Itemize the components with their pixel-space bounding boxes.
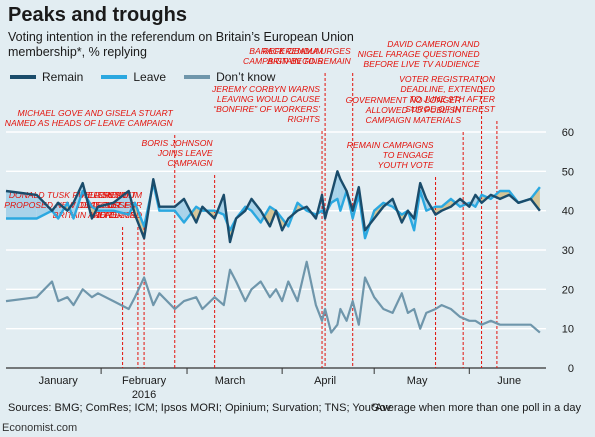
legend-label-dont-know: Don’t know <box>216 70 276 84</box>
brand-label: Economist.com <box>2 422 78 434</box>
annotation-text-6-0: REFERENDUM <box>262 46 323 56</box>
x-tick-label-february: February <box>122 375 167 387</box>
y-tick-label-0: 0 <box>568 363 574 375</box>
series-line-remain <box>5 170 541 244</box>
legend-item-leave: Leave <box>101 70 166 84</box>
annotation-text-8-1: TO ENGAGE <box>383 150 434 160</box>
series-line-dont-know <box>5 260 541 334</box>
annotation-text-4-2: CAMPAIGN <box>167 158 213 168</box>
gap-fill <box>174 198 184 223</box>
annotation-text-0-0: DONALD TUSK PUBLISHES <box>9 190 121 200</box>
annotation-text-9-2: CAMPAIGN MATERIALS <box>365 115 461 125</box>
x-axis-year-label: 2016 <box>132 389 156 401</box>
annotation-text-5-2: “BONFIRE” OF WORKERS’ <box>213 104 321 114</box>
annotation-text-11-3: SURGE OF INTEREST <box>405 104 495 114</box>
annotation-text-8-2: YOUTH VOTE <box>378 160 434 170</box>
annotation-text-9-0: GOVERNMENT NO LONGER <box>346 95 462 105</box>
annotation-text-0-2: BRITAIN AND EU <box>53 210 122 220</box>
series-line-leave <box>6 181 541 240</box>
annotation-text-9-1: ALLOWED TO PUBLISH <box>365 105 462 115</box>
annotation-text-10-1: NIGEL FARAGE QUESTIONED <box>358 49 480 59</box>
x-tick-label-march: March <box>215 375 246 387</box>
annotation-text-5-3: RIGHTS <box>288 114 321 124</box>
gap-fill <box>251 198 261 223</box>
y-tick-label-20: 20 <box>562 284 574 296</box>
annotation-text-7-1: BRITAIN TO REMAIN <box>267 56 351 66</box>
annotation-text-10-2: BEFORE LIVE TV AUDIENCE <box>363 59 479 69</box>
annotation-text-10-0: DAVID CAMERON AND <box>387 39 479 49</box>
annotation-text-7-0: BARACK OBAMA URGES <box>249 46 351 56</box>
gap-fill <box>6 191 37 219</box>
annotation-text-2-0: MICHAEL GOVE AND GISELA STUART <box>18 108 174 118</box>
annotation-text-4-0: BORIS JOHNSON <box>141 138 213 148</box>
y-tick-label-30: 30 <box>562 245 574 257</box>
legend-swatch-dont-know <box>184 75 211 79</box>
annotation-text-5-0: JEREMY CORBYN WARNS <box>211 84 320 94</box>
x-tick-label-may: May <box>407 375 428 387</box>
annotation-text-5-1: LEAVING WOULD CAUSE <box>217 94 320 104</box>
annotation-text-6-1: CAMPAIGN BEGINS <box>243 56 323 66</box>
chart-subtitle: Voting intention in the referendum on Br… <box>8 30 354 59</box>
y-tick-label-10: 10 <box>562 324 574 336</box>
annotation-text-11-1: DEADLINE, EXTENDED <box>400 84 495 94</box>
sources-note: Sources: BMG; ComRes; ICM; Ipsos MORI; O… <box>8 402 392 414</box>
annotation-text-4-1: JOINS LEAVE <box>157 148 213 158</box>
x-tick-label-april: April <box>314 375 336 387</box>
annotation-text-11-2: TO JUNE 9TH AFTER <box>409 94 494 104</box>
annotation-text-1-1: DISCUSSES <box>86 200 136 210</box>
annotation-text-3-1: DATE SET FOR <box>80 200 142 210</box>
y-tick-label-40: 40 <box>562 206 574 218</box>
gap-fill <box>264 206 270 227</box>
legend-label-remain: Remain <box>42 70 84 84</box>
y-tick-label-60: 60 <box>562 127 574 139</box>
legend-item-dont-know: Don’t know <box>184 70 275 84</box>
annotation-text-3-2: JUNE 23RD <box>94 210 142 220</box>
annotation-text-3-0: REFERENDUM <box>81 190 142 200</box>
annotation-text-11-0: VOTER REGISTRATION <box>399 74 496 84</box>
y-tick-label-50: 50 <box>562 166 574 178</box>
footnote: *Average when more than one poll in a da… <box>370 402 581 414</box>
annotation-text-1-2: REFORMS <box>93 210 136 220</box>
legend-label-leave: Leave <box>133 70 167 84</box>
legend-swatch-leave <box>101 75 128 79</box>
legend: Remain Leave Don’t know <box>10 70 275 84</box>
annotation-text-1-0: EU SUMMIT <box>88 190 137 200</box>
annotation-text-8-0: REMAIN CAMPAIGNS <box>347 140 434 150</box>
chart-title: Peaks and troughs <box>8 4 187 26</box>
legend-swatch-remain <box>10 75 36 79</box>
legend-item-remain: Remain <box>10 70 83 84</box>
x-tick-label-june: June <box>497 375 521 387</box>
gap-fill <box>113 191 129 215</box>
annotation-text-2-1: NAMED AS HEADS OF LEAVE CAMPAIGN <box>5 118 174 128</box>
x-tick-label-january: January <box>39 375 79 387</box>
gap-fill <box>530 187 540 211</box>
